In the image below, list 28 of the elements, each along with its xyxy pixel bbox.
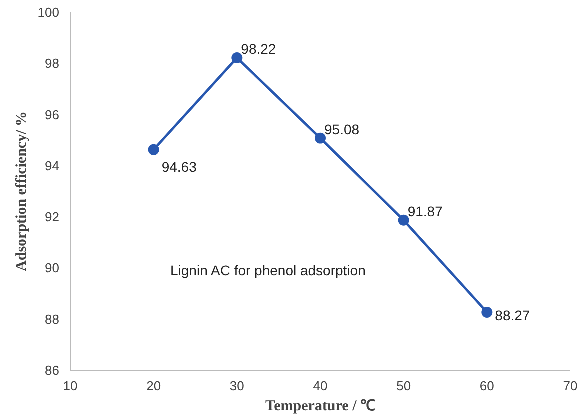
- data-label: 91.87: [408, 203, 444, 220]
- point: [148, 144, 160, 156]
- data-label: 95.08: [324, 121, 360, 138]
- y-tick-label: 92: [45, 210, 60, 225]
- point: [315, 132, 326, 144]
- x-tick-label: 60: [480, 378, 494, 394]
- data-label: 98.22: [241, 41, 276, 58]
- point: [482, 306, 493, 318]
- x-tick-label: 70: [563, 378, 578, 394]
- x-tick-label: 30: [230, 378, 244, 394]
- y-tick-label: 96: [45, 107, 60, 122]
- y-tick-label: 98: [45, 56, 60, 72]
- annotation: Lignin AC for phenol adsorption: [170, 262, 366, 278]
- x-tick-label: 40: [313, 378, 328, 394]
- point: [232, 52, 243, 64]
- data-label: 88.27: [495, 307, 530, 324]
- x-tick-label: 10: [63, 378, 78, 394]
- y-tick-label: 100: [38, 5, 60, 20]
- x-axis-title: Temperature / ℃: [266, 398, 376, 414]
- x-tick-label: 20: [146, 378, 162, 394]
- x-tick-label: 50: [396, 378, 412, 394]
- y-tick-label: 90: [45, 260, 60, 276]
- y-axis-title: Adsorption efficiency/ %: [14, 112, 30, 272]
- y-tick-label: 94: [45, 158, 60, 174]
- data-label: 94.63: [162, 158, 198, 175]
- y-tick-label: 88: [45, 312, 60, 327]
- point: [398, 214, 410, 226]
- y-tick-label: 86: [45, 363, 60, 378]
